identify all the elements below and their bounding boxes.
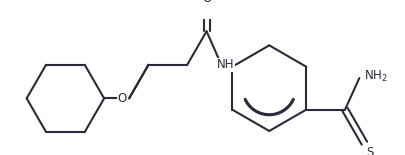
Text: NH: NH [217,58,234,71]
Text: NH$_2$: NH$_2$ [364,69,387,84]
Text: O: O [201,0,211,5]
Text: S: S [366,146,373,155]
Text: O: O [117,92,127,105]
